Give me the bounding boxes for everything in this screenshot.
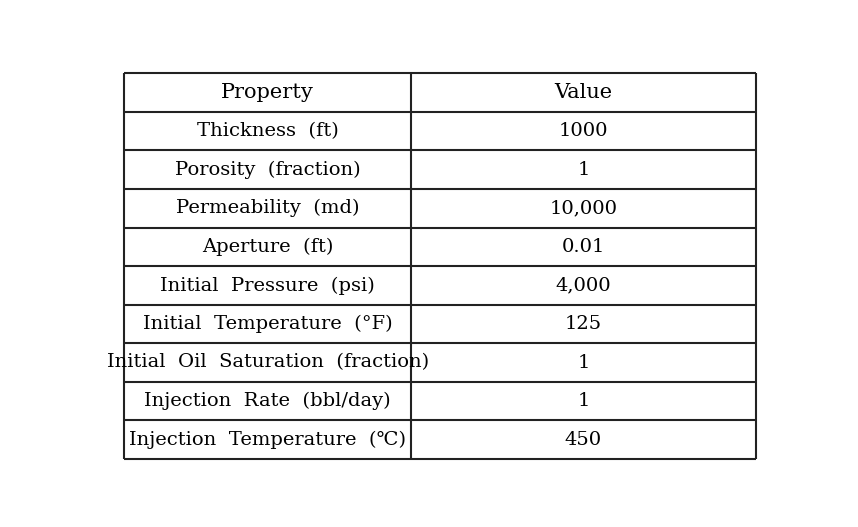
- Text: 4,000: 4,000: [556, 276, 611, 295]
- Text: Permeability  (md): Permeability (md): [176, 199, 360, 218]
- Bar: [124, 343, 411, 382]
- Bar: [124, 266, 411, 305]
- Bar: [411, 305, 756, 343]
- Bar: [124, 382, 411, 421]
- Bar: [411, 189, 756, 228]
- Text: 10,000: 10,000: [549, 199, 618, 217]
- Bar: [411, 421, 756, 459]
- Text: Initial  Temperature  (°F): Initial Temperature (°F): [142, 315, 392, 333]
- Text: Value: Value: [554, 83, 613, 102]
- Bar: [124, 305, 411, 343]
- Text: Thickness  (ft): Thickness (ft): [196, 122, 338, 140]
- Text: 125: 125: [565, 315, 602, 333]
- Bar: [411, 73, 756, 112]
- Bar: [411, 228, 756, 266]
- Text: 1: 1: [577, 392, 589, 410]
- Bar: [411, 382, 756, 421]
- Bar: [124, 228, 411, 266]
- Text: 1000: 1000: [559, 122, 608, 140]
- Text: 0.01: 0.01: [562, 238, 605, 256]
- Text: 1: 1: [577, 354, 589, 372]
- Bar: [124, 112, 411, 151]
- Text: Initial  Oil  Saturation  (fraction): Initial Oil Saturation (fraction): [106, 354, 429, 372]
- Text: Injection  Rate  (bbl/day): Injection Rate (bbl/day): [144, 392, 391, 410]
- Text: Property: Property: [221, 83, 314, 102]
- Text: Aperture  (ft): Aperture (ft): [202, 238, 333, 256]
- Bar: [411, 151, 756, 189]
- Bar: [411, 266, 756, 305]
- Bar: [411, 112, 756, 151]
- Text: Initial  Pressure  (psi): Initial Pressure (psi): [160, 276, 375, 295]
- Bar: [124, 151, 411, 189]
- Bar: [124, 73, 411, 112]
- Bar: [124, 189, 411, 228]
- Text: 450: 450: [565, 431, 602, 448]
- Bar: [411, 343, 756, 382]
- Text: Injection  Temperature  (℃): Injection Temperature (℃): [129, 431, 406, 448]
- Text: Porosity  (fraction): Porosity (fraction): [175, 161, 360, 179]
- Text: 1: 1: [577, 161, 589, 179]
- Bar: [124, 421, 411, 459]
